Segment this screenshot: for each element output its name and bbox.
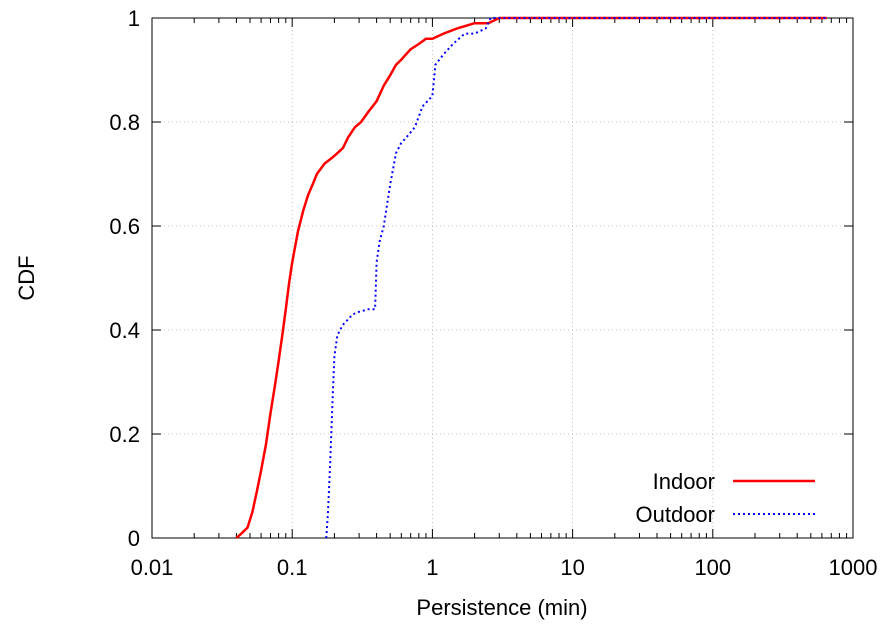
x-axis-label: Persistence (min) [416, 595, 587, 620]
series-line-outdoor [325, 17, 827, 539]
y-tick-label: 1 [128, 6, 140, 31]
x-tick-label: 1000 [829, 555, 878, 580]
x-tick-label: 0.01 [131, 555, 174, 580]
axis-ticks: 0.01 0.1 1 10 100 1000 0 0.2 0.4 0.6 0.8 1 [109, 6, 877, 580]
plot-frame [151, 17, 854, 539]
y-tick-label: 0 [128, 526, 140, 551]
y-tick-label: 0.8 [109, 110, 140, 135]
x-tick-label: 10 [560, 555, 584, 580]
x-tick-label: 100 [694, 555, 731, 580]
x-tick-label: 0.1 [277, 555, 308, 580]
y-tick-label: 0.4 [109, 318, 140, 343]
grid [152, 18, 853, 538]
series-line-indoor [235, 16, 827, 539]
x-tick-label: 1 [426, 555, 438, 580]
legend-label-outdoor: Outdoor [636, 502, 716, 527]
legend-label-indoor: Indoor [653, 469, 715, 494]
y-tick-label: 0.6 [109, 214, 140, 239]
legend: Indoor Outdoor [636, 469, 815, 527]
y-axis-label: CDF [14, 255, 39, 300]
series-lines [235, 16, 827, 539]
y-tick-label: 0.2 [109, 422, 140, 447]
